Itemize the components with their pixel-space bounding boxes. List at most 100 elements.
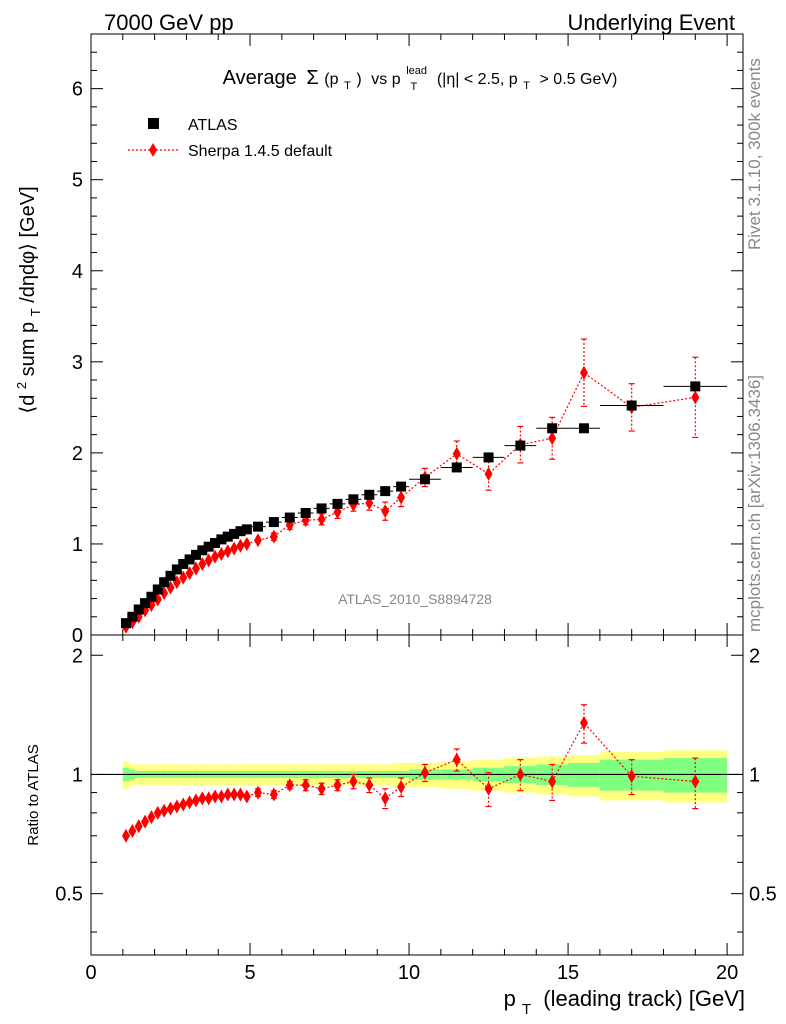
sherpa-point bbox=[484, 466, 493, 481]
ratio-y-tick-label: 2 bbox=[72, 645, 83, 667]
atlas-point bbox=[451, 462, 462, 473]
sherpa-point bbox=[691, 390, 700, 405]
ratio-point bbox=[317, 781, 326, 796]
atlas-point bbox=[133, 604, 144, 615]
atlas-point bbox=[380, 486, 391, 497]
ratio-point bbox=[420, 765, 429, 780]
main-y-tick-label: 1 bbox=[72, 534, 83, 556]
ratio-point bbox=[349, 774, 358, 789]
atlas-point bbox=[235, 526, 246, 537]
title-sum-var-sub: T bbox=[344, 80, 351, 92]
main-y-tick-label: 5 bbox=[72, 170, 83, 192]
ratio-point bbox=[223, 787, 232, 802]
sherpa-point bbox=[236, 538, 245, 553]
ratio-point bbox=[153, 805, 162, 820]
atlas-point bbox=[140, 598, 151, 609]
atlas-point bbox=[396, 481, 407, 492]
ratio-point bbox=[121, 828, 130, 843]
ratio-point bbox=[333, 778, 342, 793]
main-x-ticks bbox=[90, 34, 728, 635]
atlas-point bbox=[165, 570, 176, 581]
atlas-point bbox=[159, 577, 170, 588]
ratio-point bbox=[166, 801, 175, 816]
title-cuts: (|η| < 2.5, p bbox=[437, 71, 518, 88]
sherpa-point bbox=[230, 541, 239, 556]
title-sigma: Σ bbox=[306, 67, 318, 89]
main-y-tick-label: 6 bbox=[72, 79, 83, 101]
ratio-point bbox=[397, 779, 406, 794]
ratio-point bbox=[160, 803, 169, 818]
ratio-y-tick-label-right: 1 bbox=[749, 764, 760, 786]
atlas-series bbox=[120, 381, 728, 629]
ylabel-open: ⟨d bbox=[17, 395, 39, 414]
sherpa-point bbox=[579, 365, 588, 380]
analysis-watermark: ATLAS_2010_S8894728 bbox=[338, 591, 492, 607]
atlas-point bbox=[364, 489, 375, 500]
atlas-point bbox=[152, 584, 163, 595]
ratio-point bbox=[242, 789, 251, 804]
atlas-point bbox=[190, 549, 201, 560]
ratio-point bbox=[627, 769, 636, 784]
title-sum-var-close: ) bbox=[356, 71, 361, 88]
xlabel-sub: T bbox=[522, 1001, 531, 1018]
sherpa-point bbox=[198, 556, 207, 571]
ratio-point bbox=[204, 791, 213, 806]
atlas-point bbox=[547, 423, 558, 434]
ratio-point bbox=[236, 787, 245, 802]
atlas-point bbox=[171, 564, 182, 575]
atlas-point bbox=[268, 517, 279, 528]
ylabel-mid: sum p bbox=[17, 322, 39, 376]
atlas-point bbox=[332, 498, 343, 509]
ratio-point bbox=[285, 778, 294, 793]
legend: ATLAS Sherpa 1.4.5 default bbox=[128, 117, 333, 160]
atlas-point bbox=[197, 545, 208, 556]
atlas-point bbox=[348, 494, 359, 505]
atlas-point bbox=[626, 400, 637, 411]
sherpa-point bbox=[223, 544, 232, 559]
ratio-point bbox=[516, 767, 525, 782]
ratio-x-ticks: 0 5 10 15 20 bbox=[85, 635, 738, 984]
main-plot-title: Average Σ (p T ) vs p lead T (|η| < 2.5,… bbox=[223, 57, 618, 95]
atlas-point bbox=[146, 591, 157, 602]
atlas-point bbox=[300, 507, 311, 518]
ratio-point bbox=[579, 715, 588, 730]
sherpa-point bbox=[242, 536, 251, 551]
ylabel-sup: 2 bbox=[14, 382, 29, 389]
ratio-point bbox=[230, 787, 239, 802]
sherpa-point bbox=[253, 533, 262, 548]
main-y-axis-label: ⟨d 2 sum p T /dηdφ⟩ [GeV] bbox=[9, 186, 45, 413]
ratio-y-tick-label: 0.5 bbox=[55, 884, 83, 906]
atlas-point bbox=[284, 512, 295, 523]
sherpa-point bbox=[452, 446, 461, 461]
ylabel-close: /dηdφ⟩ [GeV] bbox=[17, 186, 39, 302]
ratio-point bbox=[452, 752, 461, 767]
x-tick-label: 5 bbox=[244, 962, 255, 984]
ratio-point bbox=[381, 791, 390, 806]
sherpa-point bbox=[185, 566, 194, 581]
title-vs-sup: lead bbox=[406, 65, 427, 77]
ratio-point bbox=[365, 778, 374, 793]
ratio-point bbox=[185, 795, 194, 810]
atlas-point bbox=[222, 531, 233, 542]
atlas-point bbox=[210, 538, 221, 549]
ratio-panel: 0 5 10 15 20 0.5 0.5 1 1 2 2 Ratio to ATLAS p T (… bbox=[25, 634, 777, 1018]
title-vs: vs p bbox=[371, 71, 400, 88]
title-cuts-end: > 0.5 GeV) bbox=[540, 71, 618, 88]
atlas-point bbox=[127, 611, 138, 622]
legend-atlas-label: ATLAS bbox=[188, 117, 238, 134]
ratio-point bbox=[191, 793, 200, 808]
main-y-tick-label: 3 bbox=[72, 352, 83, 374]
atlas-point bbox=[252, 521, 263, 532]
main-y-tick-label: 2 bbox=[72, 443, 83, 465]
atlas-point bbox=[216, 534, 227, 545]
main-y-tick-label: 0 bbox=[72, 625, 83, 647]
x-tick-label: 15 bbox=[557, 962, 579, 984]
header-right: Underlying Event bbox=[567, 10, 735, 35]
ratio-point bbox=[141, 814, 150, 829]
atlas-point bbox=[515, 440, 526, 451]
ratio-y-tick-label-right: 0.5 bbox=[749, 884, 777, 906]
x-tick-label: 20 bbox=[716, 962, 738, 984]
ratio-point bbox=[147, 810, 156, 825]
title-prefix: Average bbox=[223, 67, 297, 89]
atlas-point bbox=[178, 558, 189, 569]
